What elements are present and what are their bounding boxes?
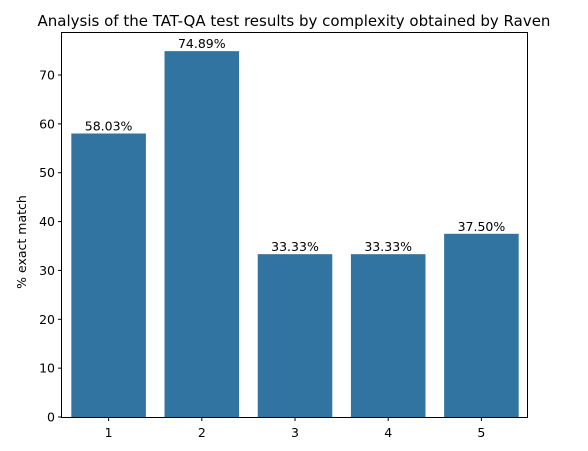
y-tick-label: 60 <box>39 116 55 131</box>
x-tick-label: 5 <box>477 425 485 440</box>
y-tick-label: 20 <box>39 312 55 327</box>
data-label: 33.33% <box>364 239 412 254</box>
y-tick-label: 0 <box>47 410 55 425</box>
bar <box>257 254 333 417</box>
x-tick-label: 3 <box>291 425 299 440</box>
y-tick-label: 30 <box>39 263 55 278</box>
data-label: 37.50% <box>458 219 506 234</box>
plot-area: 0 10 20 30 40 50 60 70 1 58.03% 2 74.89% 3 33.33% 4 33.… <box>39 36 519 440</box>
chart-title: Analysis of the TAT-QA test results by c… <box>38 12 551 30</box>
y-tick-label: 50 <box>39 165 55 180</box>
data-label: 58.03% <box>85 118 133 133</box>
bar <box>350 254 426 417</box>
y-axis-label: % exact match <box>14 195 29 289</box>
data-label: 33.33% <box>271 239 319 254</box>
bar <box>71 133 146 417</box>
y-tick-label: 10 <box>39 361 55 376</box>
y-tick-label: 70 <box>39 68 55 83</box>
y-tick-label: 40 <box>39 214 55 229</box>
bar <box>444 233 519 417</box>
plot-frame <box>61 32 528 418</box>
x-tick-label: 1 <box>105 425 113 440</box>
data-label: 74.89% <box>178 36 226 51</box>
x-tick-label: 4 <box>384 425 392 440</box>
x-tick-label: 2 <box>198 425 206 440</box>
bar <box>164 51 240 418</box>
